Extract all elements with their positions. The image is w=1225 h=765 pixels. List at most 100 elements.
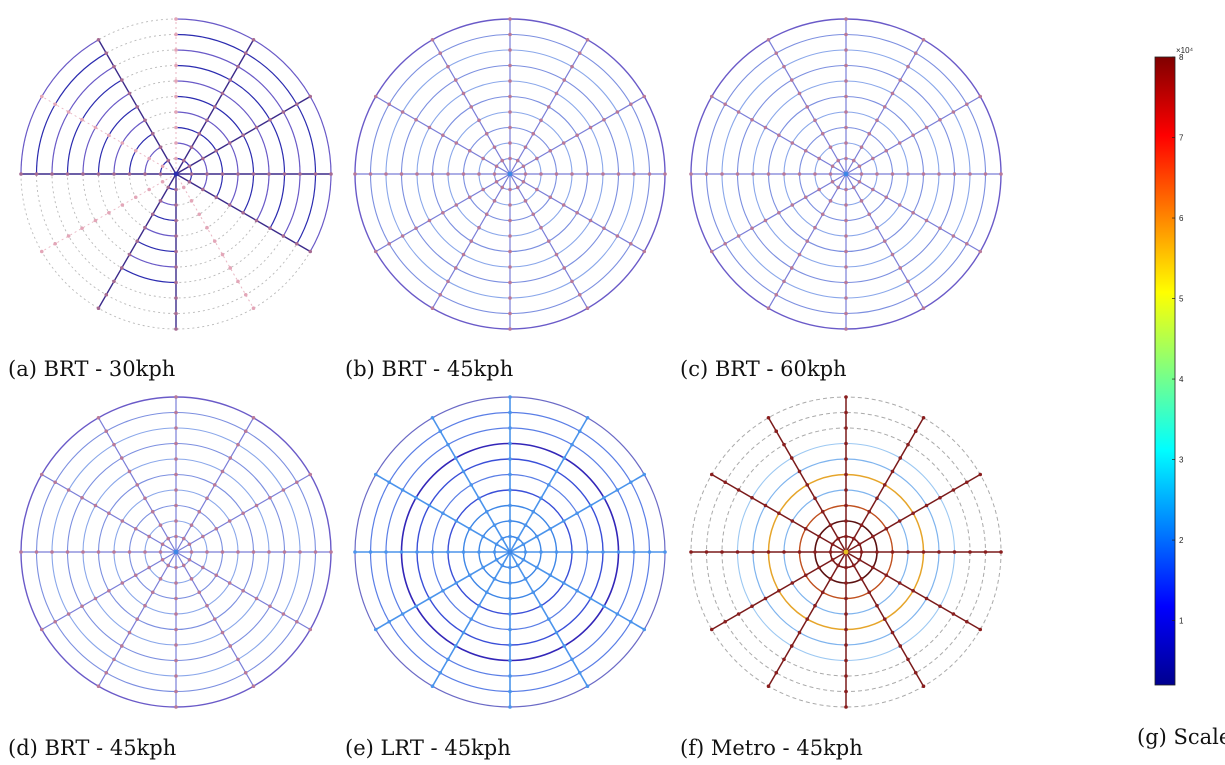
station [430,172,435,176]
station [66,110,71,114]
station [937,172,941,176]
station [438,671,443,675]
station [615,488,620,492]
station [813,603,817,608]
diagram-d [19,395,333,709]
station [387,241,391,246]
station [539,603,543,608]
station [508,441,512,446]
station [663,172,667,176]
station [508,94,512,99]
station [508,534,512,539]
station [477,496,481,501]
station [446,550,450,554]
station [373,472,378,477]
station [570,64,574,69]
station [515,563,520,568]
station [212,105,217,109]
station [228,266,233,270]
station [830,164,835,169]
station [882,239,887,243]
station [441,511,445,516]
station [454,581,459,585]
station [999,550,1003,554]
station [254,503,259,508]
station [898,78,903,82]
station [867,131,872,136]
colorbar-tick-label: 1 [1179,617,1184,626]
station [160,179,165,184]
station [844,79,848,83]
station [65,550,70,554]
station [817,187,821,192]
station [777,588,781,593]
station [127,252,132,257]
station [508,689,512,694]
colorbar-tick-label: 8 [1179,53,1184,62]
caption-a: (a) BRT - 30kph [8,357,176,381]
station [548,573,553,578]
station [844,410,848,415]
station [399,550,404,554]
station [735,172,740,176]
station [19,550,23,554]
station [241,588,245,593]
station [723,480,727,485]
station [750,226,754,231]
station [978,249,983,254]
station [205,172,209,176]
station [158,172,163,176]
station [39,94,44,99]
station [214,195,219,200]
station [844,426,848,430]
station [884,195,889,200]
station [174,410,178,415]
station [96,684,101,689]
center-station [507,549,513,555]
station [890,252,895,257]
station [844,296,848,300]
station [844,32,848,37]
station [228,78,233,82]
station [924,125,929,130]
station [937,550,941,554]
station [220,550,225,554]
station [427,596,432,601]
station [844,519,848,523]
station [189,199,194,203]
station [539,496,543,501]
station [441,210,445,215]
station [813,118,817,123]
station [492,172,497,176]
station [446,64,450,69]
station [387,102,391,107]
station [871,156,875,161]
station [308,627,313,632]
station [813,496,817,501]
station [508,203,512,207]
station [689,550,693,554]
station [268,604,272,609]
station [492,550,497,554]
station [751,550,755,554]
station [952,172,957,176]
station [181,185,186,190]
station [844,17,848,21]
station [441,588,445,593]
station [120,519,125,523]
station [602,117,606,122]
station [133,195,138,200]
station [521,164,526,169]
ring-arc [160,200,177,206]
colorbar-gradient [1154,56,1176,686]
station [615,110,620,114]
station [777,210,781,215]
station [774,51,779,55]
caption-d: (d) BRT - 45kph [8,736,177,760]
station [329,550,333,554]
station [844,156,848,161]
station [921,415,926,420]
station [189,550,194,554]
station [844,705,848,709]
station [867,212,872,217]
